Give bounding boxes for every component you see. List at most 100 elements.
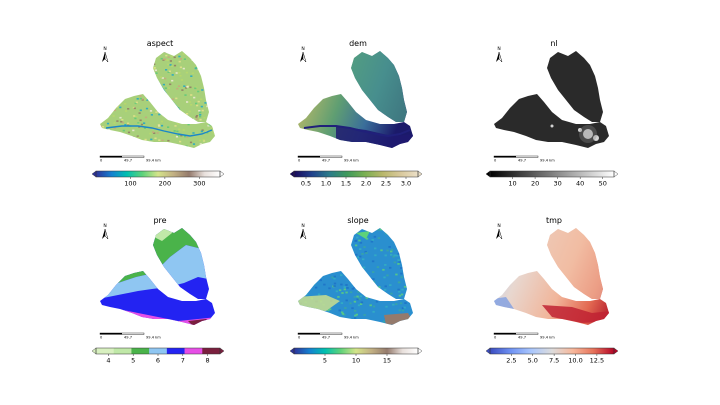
colorbar: 100 200 300 — [91, 170, 225, 188]
north-arrow: N — [102, 223, 109, 240]
north-arrow-right — [302, 228, 307, 240]
scale-bar-label: 0 — [298, 336, 301, 340]
panel-title: tmp — [546, 216, 562, 225]
colorbar-tick-label: 20 — [531, 180, 539, 188]
scale-bar-segment — [100, 333, 122, 335]
north-arrow-right — [498, 228, 503, 240]
colorbar-tick-label: 200 — [159, 180, 171, 188]
scale-bar: 0 49.7 99.4 km — [297, 332, 359, 340]
colorbar-extend-high — [417, 347, 423, 355]
colorbar-step — [113, 348, 132, 354]
colorbar-step — [149, 348, 168, 354]
colorbar-step — [131, 348, 150, 354]
colorbar-tick-label: 30 — [553, 180, 561, 188]
colorbar-tick-label: 5 — [131, 357, 135, 365]
colorbar-tick-label: 10 — [508, 180, 516, 188]
scale-bar-label: 49.7 — [518, 336, 526, 340]
scale-bar-label: 0 — [100, 336, 103, 340]
north-arrow-left — [300, 52, 303, 62]
colorbar-extend-high — [613, 170, 619, 178]
north-arrow-right — [104, 228, 109, 240]
scale-bar: 0 49.7 99.4 km — [99, 332, 161, 340]
north-arrow-label: N — [103, 46, 106, 52]
north-arrow: N — [102, 46, 109, 63]
colorbar: 0.5 1.0 1.5 2.0 2.5 3.0 — [289, 170, 423, 188]
colorbar-tick-label: 100 — [124, 180, 136, 188]
colorbar-tick-label: 5 — [323, 357, 327, 365]
colorbar-extend-low — [91, 347, 97, 355]
colorbar-extend-low — [91, 170, 97, 178]
panel-title: slope — [347, 216, 368, 225]
colorbar-gradient — [490, 171, 614, 177]
north-arrow-label: N — [497, 46, 500, 52]
scale-bar: 0 49.7 99.4 km — [99, 155, 161, 163]
north-arrow: N — [300, 223, 307, 240]
scale-bar-label: 99.4 km — [344, 336, 359, 340]
scale-bar-segment — [100, 156, 122, 158]
colorbar-extend-low — [289, 347, 295, 355]
colorbar-extend-low — [485, 170, 491, 178]
scale-bar-label: 49.7 — [124, 159, 132, 163]
scale-bar-label: 0 — [494, 159, 497, 163]
north-arrow-label: N — [301, 46, 304, 52]
scale-bar: 0 49.7 99.4 km — [297, 155, 359, 163]
colorbar: 10 20 30 40 50 — [485, 170, 619, 188]
north-arrow-label: N — [301, 223, 304, 229]
colorbar-tick-label: 40 — [576, 180, 584, 188]
colorbar-step — [166, 348, 185, 354]
north-arrow: N — [496, 46, 503, 63]
colorbar-tick-label: 2.5 — [381, 180, 391, 188]
colorbar-tick-label: 12.5 — [590, 357, 604, 365]
colorbar-tick-label: 1.0 — [321, 180, 331, 188]
colorbar-gradient — [294, 171, 418, 177]
colorbar-extend-high — [417, 170, 423, 178]
scale-bar-label: 99.4 km — [146, 159, 161, 163]
panel-title: nl — [550, 39, 557, 48]
colorbar-border — [293, 170, 419, 178]
north-arrow-left — [300, 229, 303, 239]
colorbar-extend-low — [289, 170, 295, 178]
colorbar-border — [489, 170, 615, 178]
colorbar-tick-label: 300 — [193, 180, 205, 188]
panel-title: pre — [153, 216, 166, 225]
scale-bar-label: 49.7 — [124, 336, 132, 340]
north-arrow: N — [300, 46, 307, 63]
colorbar-border — [95, 170, 221, 178]
colorbar-tick-label: 15 — [383, 357, 391, 365]
colorbar-extend-high — [219, 347, 225, 355]
colorbar-extend-high — [613, 347, 619, 355]
north-arrow-left — [496, 52, 499, 62]
map-panel-pre: pre N 0 49.7 99.4 km 4 5 6 7 8 — [91, 216, 225, 365]
north-arrow-left — [496, 229, 499, 239]
colorbar-tick-label: 3.0 — [401, 180, 411, 188]
colorbar-tick-label: 1.5 — [341, 180, 351, 188]
map-panel-slope: slope N 0 49.7 99.4 km 5 10 15 — [289, 216, 423, 365]
scale-bar-segment — [494, 333, 516, 335]
map-raster — [494, 51, 609, 148]
scale-bar-label: 49.7 — [322, 336, 330, 340]
scale-bar-label: 0 — [494, 336, 497, 340]
colorbar-border — [489, 347, 615, 355]
map-panel-nl: nl N 0 49.7 99.4 km 10 20 30 40 50 — [485, 39, 619, 188]
scale-bar-label: 0 — [100, 159, 103, 163]
scale-bar-segment — [298, 333, 320, 335]
scale-bar-label: 99.4 km — [540, 159, 555, 163]
colorbar-tick-label: 10.0 — [568, 357, 582, 365]
colorbar-tick-label: 50 — [599, 180, 607, 188]
north-arrow-right — [302, 51, 307, 63]
north-arrow-right — [498, 51, 503, 63]
colorbar-tick-label: 0.5 — [301, 180, 311, 188]
colorbar-gradient — [96, 171, 220, 177]
colorbar-tick-label: 4 — [106, 357, 110, 365]
scale-bar-segment — [494, 156, 516, 158]
colorbar-tick-label: 2.5 — [506, 357, 516, 365]
colorbar-tick-label: 10 — [352, 357, 360, 365]
map-raster — [298, 51, 413, 148]
panel-title: aspect — [147, 39, 174, 48]
colorbar-extend-low — [485, 347, 491, 355]
colorbar-step — [96, 348, 115, 354]
colorbar-tick-label: 5.0 — [528, 357, 538, 365]
colorbar-tick-label: 8 — [206, 357, 210, 365]
map-panel-tmp: tmp N 0 49.7 99.4 km 2.5 5.0 7.5 10.0 12.5 — [485, 216, 619, 365]
